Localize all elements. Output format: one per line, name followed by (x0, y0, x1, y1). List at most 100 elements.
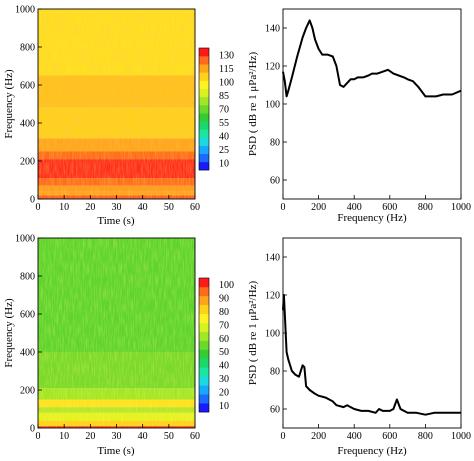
colorbar-swatch (199, 129, 209, 138)
x-tick-label: 600 (382, 202, 397, 213)
colorbar-swatch (199, 56, 209, 65)
colorbar-swatch (199, 96, 209, 106)
colorbar-tick-label: 40 (219, 132, 229, 143)
spectrogram-bottom: 0 10 20 30 40 50 60 0 200 400 600 800 1000 Time (s)… (3, 234, 234, 458)
y-tick-label: 600 (20, 81, 35, 92)
x-tick-label: 50 (164, 431, 174, 442)
colorbar-tick-label: 40 (219, 361, 229, 372)
x-tick-label: 10 (59, 431, 69, 442)
colorbar-frame (198, 277, 210, 413)
spectrogram-bottom-texture (38, 238, 195, 428)
colorbar-tick-label: 130 (219, 50, 234, 61)
psd-bottom-xlabel: Frequency (Hz) (337, 445, 407, 457)
colorbar-tick-label: 115 (219, 64, 234, 75)
x-tick-label: 400 (347, 202, 362, 213)
colorbar-swatch (199, 331, 209, 341)
colorbar-swatch (199, 278, 209, 288)
x-tick-label: 20 (85, 202, 95, 213)
y-tick-label: 600 (20, 310, 35, 321)
y-tick-label: 0 (30, 195, 35, 206)
colorbar-swatch (199, 137, 209, 146)
y-tick-label: 120 (265, 62, 280, 73)
colorbar-tick-label: 10 (219, 401, 229, 412)
spectrogram-top-xticks: 0 10 20 30 40 50 60 (36, 195, 200, 213)
colorbar-tick-label: 70 (219, 105, 229, 116)
colorbar-swatch (199, 88, 209, 98)
spectrogram-top-ylabel: Frequency (Hz) (3, 69, 15, 139)
spectrogram-top-yticks: 0 200 400 600 800 1000 (15, 5, 42, 206)
colorbar-swatch (199, 295, 209, 306)
colorbar-tick-label: 30 (219, 374, 229, 385)
spectrogram-top: 0 10 20 30 40 50 60 0 200 400 600 800 1000 Time (s)… (3, 5, 234, 228)
x-tick-label: 20 (85, 431, 95, 442)
spectrogram-top-xlabel: Time (s) (97, 215, 135, 227)
x-tick-label: 40 (138, 202, 148, 213)
colorbar-swatch (199, 385, 209, 395)
spectrogram-bottom-ylabel: Frequency (Hz) (3, 298, 15, 368)
y-tick-label: 80 (270, 138, 280, 149)
colorbar-swatch (199, 113, 209, 122)
x-tick-label: 600 (382, 431, 397, 442)
colorbar-swatch (199, 304, 209, 315)
colorbar-swatch (199, 80, 209, 89)
y-tick-label: 120 (265, 291, 280, 302)
psd-bottom-frame (282, 237, 462, 429)
colorbar-swatch (199, 145, 209, 155)
x-tick-label: 0 (36, 202, 41, 213)
colorbar-tick-label: 20 (219, 387, 229, 398)
y-tick-label: 200 (20, 157, 35, 168)
x-tick-label: 800 (418, 431, 433, 442)
y-tick-label: 80 (270, 367, 280, 378)
x-tick-label: 50 (164, 202, 174, 213)
y-tick-label: 100 (265, 100, 280, 111)
x-tick-label: 10 (59, 202, 69, 213)
y-tick-label: 100 (265, 329, 280, 340)
psd-bottom-series-line (282, 294, 461, 416)
x-tick-label: 60 (190, 431, 200, 442)
spectrogram-bottom-xticks: 0 10 20 30 40 50 60 (36, 424, 200, 442)
colorbar-swatch (199, 313, 209, 323)
y-tick-label: 1000 (15, 5, 35, 16)
colorbar-swatch (199, 121, 209, 130)
colorbar-swatch (199, 153, 209, 163)
colorbar-swatch (199, 394, 209, 404)
psd-top-xticks: 0 200 400 600 800 1000 (281, 195, 471, 213)
spectrogram-bottom-yticks: 0 200 400 600 800 1000 (15, 234, 42, 435)
psd-bottom-xticks: 0 200 400 600 800 1000 (281, 424, 471, 442)
colorbar-tick-label: 60 (219, 334, 229, 345)
x-tick-label: 40 (138, 431, 148, 442)
x-tick-label: 60 (190, 202, 200, 213)
colorbar-tick-label: 10 (219, 159, 229, 170)
y-tick-label: 800 (20, 272, 35, 283)
colorbar-tick-label: 90 (219, 294, 229, 305)
colorbar-swatch (199, 48, 209, 57)
y-tick-label: 60 (270, 405, 280, 416)
y-tick-label: 200 (20, 386, 35, 397)
colorbar-swatch (199, 367, 209, 377)
colorbar-bottom: 10 20 30 40 50 60 70 80 90 100 (198, 277, 234, 413)
colorbar-tick-label: 50 (219, 347, 229, 358)
colorbar-swatch (199, 340, 209, 350)
colorbar-swatch (199, 403, 209, 413)
colorbar-swatch (199, 104, 209, 114)
colorbar-swatch (199, 286, 209, 297)
y-tick-label: 400 (20, 119, 35, 130)
colorbar-tick-label: 100 (219, 280, 234, 291)
x-tick-label: 800 (418, 202, 433, 213)
y-tick-label: 400 (20, 348, 35, 359)
psd-top-series-line (282, 19, 462, 98)
x-tick-label: 30 (112, 202, 122, 213)
x-tick-label: 30 (112, 431, 122, 442)
y-tick-label: 140 (265, 253, 280, 264)
psd-top-frame (282, 8, 462, 200)
colorbar-top: 10 25 40 55 70 85 100 115 130 (198, 47, 234, 171)
x-tick-label: 0 (281, 431, 286, 442)
colorbar-frame (198, 47, 210, 171)
colorbar-tick-label: 70 (219, 320, 229, 331)
spectrogram-bottom-xlabel: Time (s) (97, 445, 135, 457)
colorbar-tick-label: 80 (219, 307, 229, 318)
y-tick-label: 140 (265, 24, 280, 35)
colorbar-swatch (199, 64, 209, 73)
y-tick-label: 800 (20, 43, 35, 54)
